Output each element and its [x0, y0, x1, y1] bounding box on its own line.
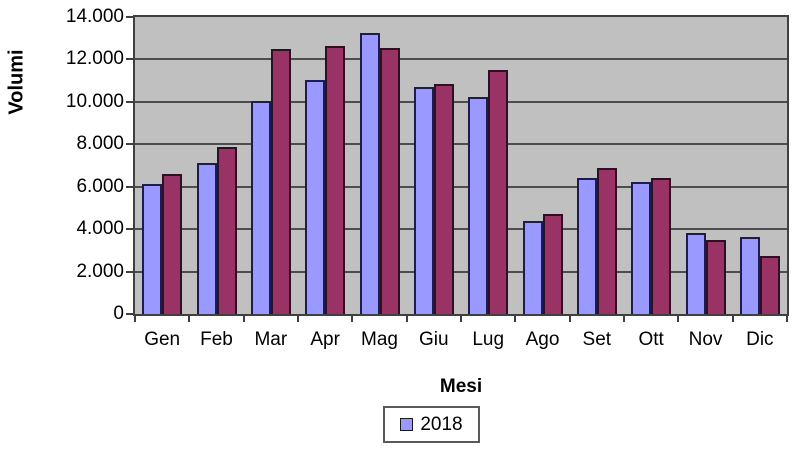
bar-feb-series1	[196, 163, 217, 314]
bar-mag-series1	[359, 33, 380, 314]
x-tick-mark	[786, 316, 788, 322]
x-tick-mark	[405, 316, 408, 322]
y-tick-label: 14.000	[65, 6, 124, 27]
bar-ott-series1	[631, 182, 652, 314]
y-tick-mark	[126, 58, 133, 61]
x-tick-mark	[242, 316, 245, 322]
x-tick-label-set: Set	[582, 329, 612, 350]
x-tick-label-gen: Gen	[144, 329, 181, 350]
x-tick-mark	[568, 316, 571, 322]
y-tick-label: 4.000	[76, 218, 124, 240]
x-tick-label-mar: Mar	[254, 329, 288, 350]
legend-label: 2018	[420, 413, 463, 435]
bar-apr-series1	[305, 80, 326, 314]
y-tick-mark	[126, 100, 133, 103]
bar-ago-series2	[542, 214, 563, 314]
x-tick-mark	[731, 316, 734, 322]
y-tick-mark	[126, 270, 133, 273]
x-tick-mark	[351, 316, 354, 322]
gridline	[135, 270, 787, 273]
y-tick-mark	[126, 143, 133, 146]
gridline	[135, 185, 787, 188]
y-tick-label: 12.000	[65, 48, 124, 70]
x-tick-label-dic: Dic	[746, 329, 774, 350]
x-tick-label-nov: Nov	[688, 329, 723, 350]
x-tick-label-ago: Ago	[525, 329, 560, 350]
x-tick-mark	[623, 316, 625, 322]
y-tick-mark	[126, 185, 133, 188]
y-tick-mark	[126, 313, 133, 315]
x-tick-mark	[188, 316, 191, 322]
x-tick-label-lug: Lug	[472, 329, 505, 350]
gridline	[135, 228, 787, 231]
plot-area	[133, 15, 789, 316]
x-tick-label-mag: Mag	[361, 329, 398, 350]
y-tick-label: 2.000	[76, 260, 124, 282]
y-tick-label: 8.000	[76, 133, 124, 155]
bar-feb-series2	[216, 147, 237, 314]
gridline	[135, 58, 787, 61]
y-tick-mark	[126, 16, 133, 18]
bar-ott-series2	[651, 178, 672, 314]
legend-swatch-2018	[400, 418, 414, 431]
gridline	[135, 143, 787, 146]
bar-giu-series2	[433, 84, 454, 314]
bar-lug-series1	[468, 97, 489, 314]
y-tick-mark	[126, 228, 133, 231]
x-tick-mark	[297, 316, 299, 322]
gridline	[135, 100, 787, 103]
x-tick-mark	[134, 316, 136, 322]
bar-set-series2	[596, 168, 617, 314]
bar-dic-series2	[759, 256, 780, 314]
bar-set-series1	[576, 178, 597, 314]
x-tick-label-feb: Feb	[200, 329, 233, 350]
x-tick-label-ott: Ott	[638, 329, 664, 350]
bar-ago-series1	[522, 221, 543, 314]
x-tick-mark	[514, 316, 517, 322]
x-tick-mark	[677, 316, 680, 322]
bar-gen-series1	[142, 184, 163, 314]
bar-giu-series1	[413, 87, 434, 314]
bar-apr-series2	[325, 46, 346, 314]
y-tick-label: 10.000	[65, 90, 124, 112]
bar-mar-series2	[270, 49, 291, 314]
bar-lug-series2	[488, 70, 509, 314]
bar-mar-series1	[250, 101, 271, 314]
x-tick-label-giu: Giu	[419, 329, 449, 350]
x-axis-title: Mesi	[439, 376, 483, 397]
bar-gen-series2	[162, 174, 183, 314]
x-tick-label-apr: Apr	[310, 329, 340, 350]
bar-nov-series1	[685, 233, 706, 314]
bar-nov-series2	[705, 240, 726, 314]
bar-mag-series2	[379, 48, 400, 314]
legend: 2018	[383, 406, 480, 443]
bar-dic-series1	[739, 237, 760, 314]
x-tick-mark	[460, 316, 462, 322]
y-tick-label: 0	[113, 303, 124, 324]
y-tick-label: 6.000	[76, 175, 124, 197]
